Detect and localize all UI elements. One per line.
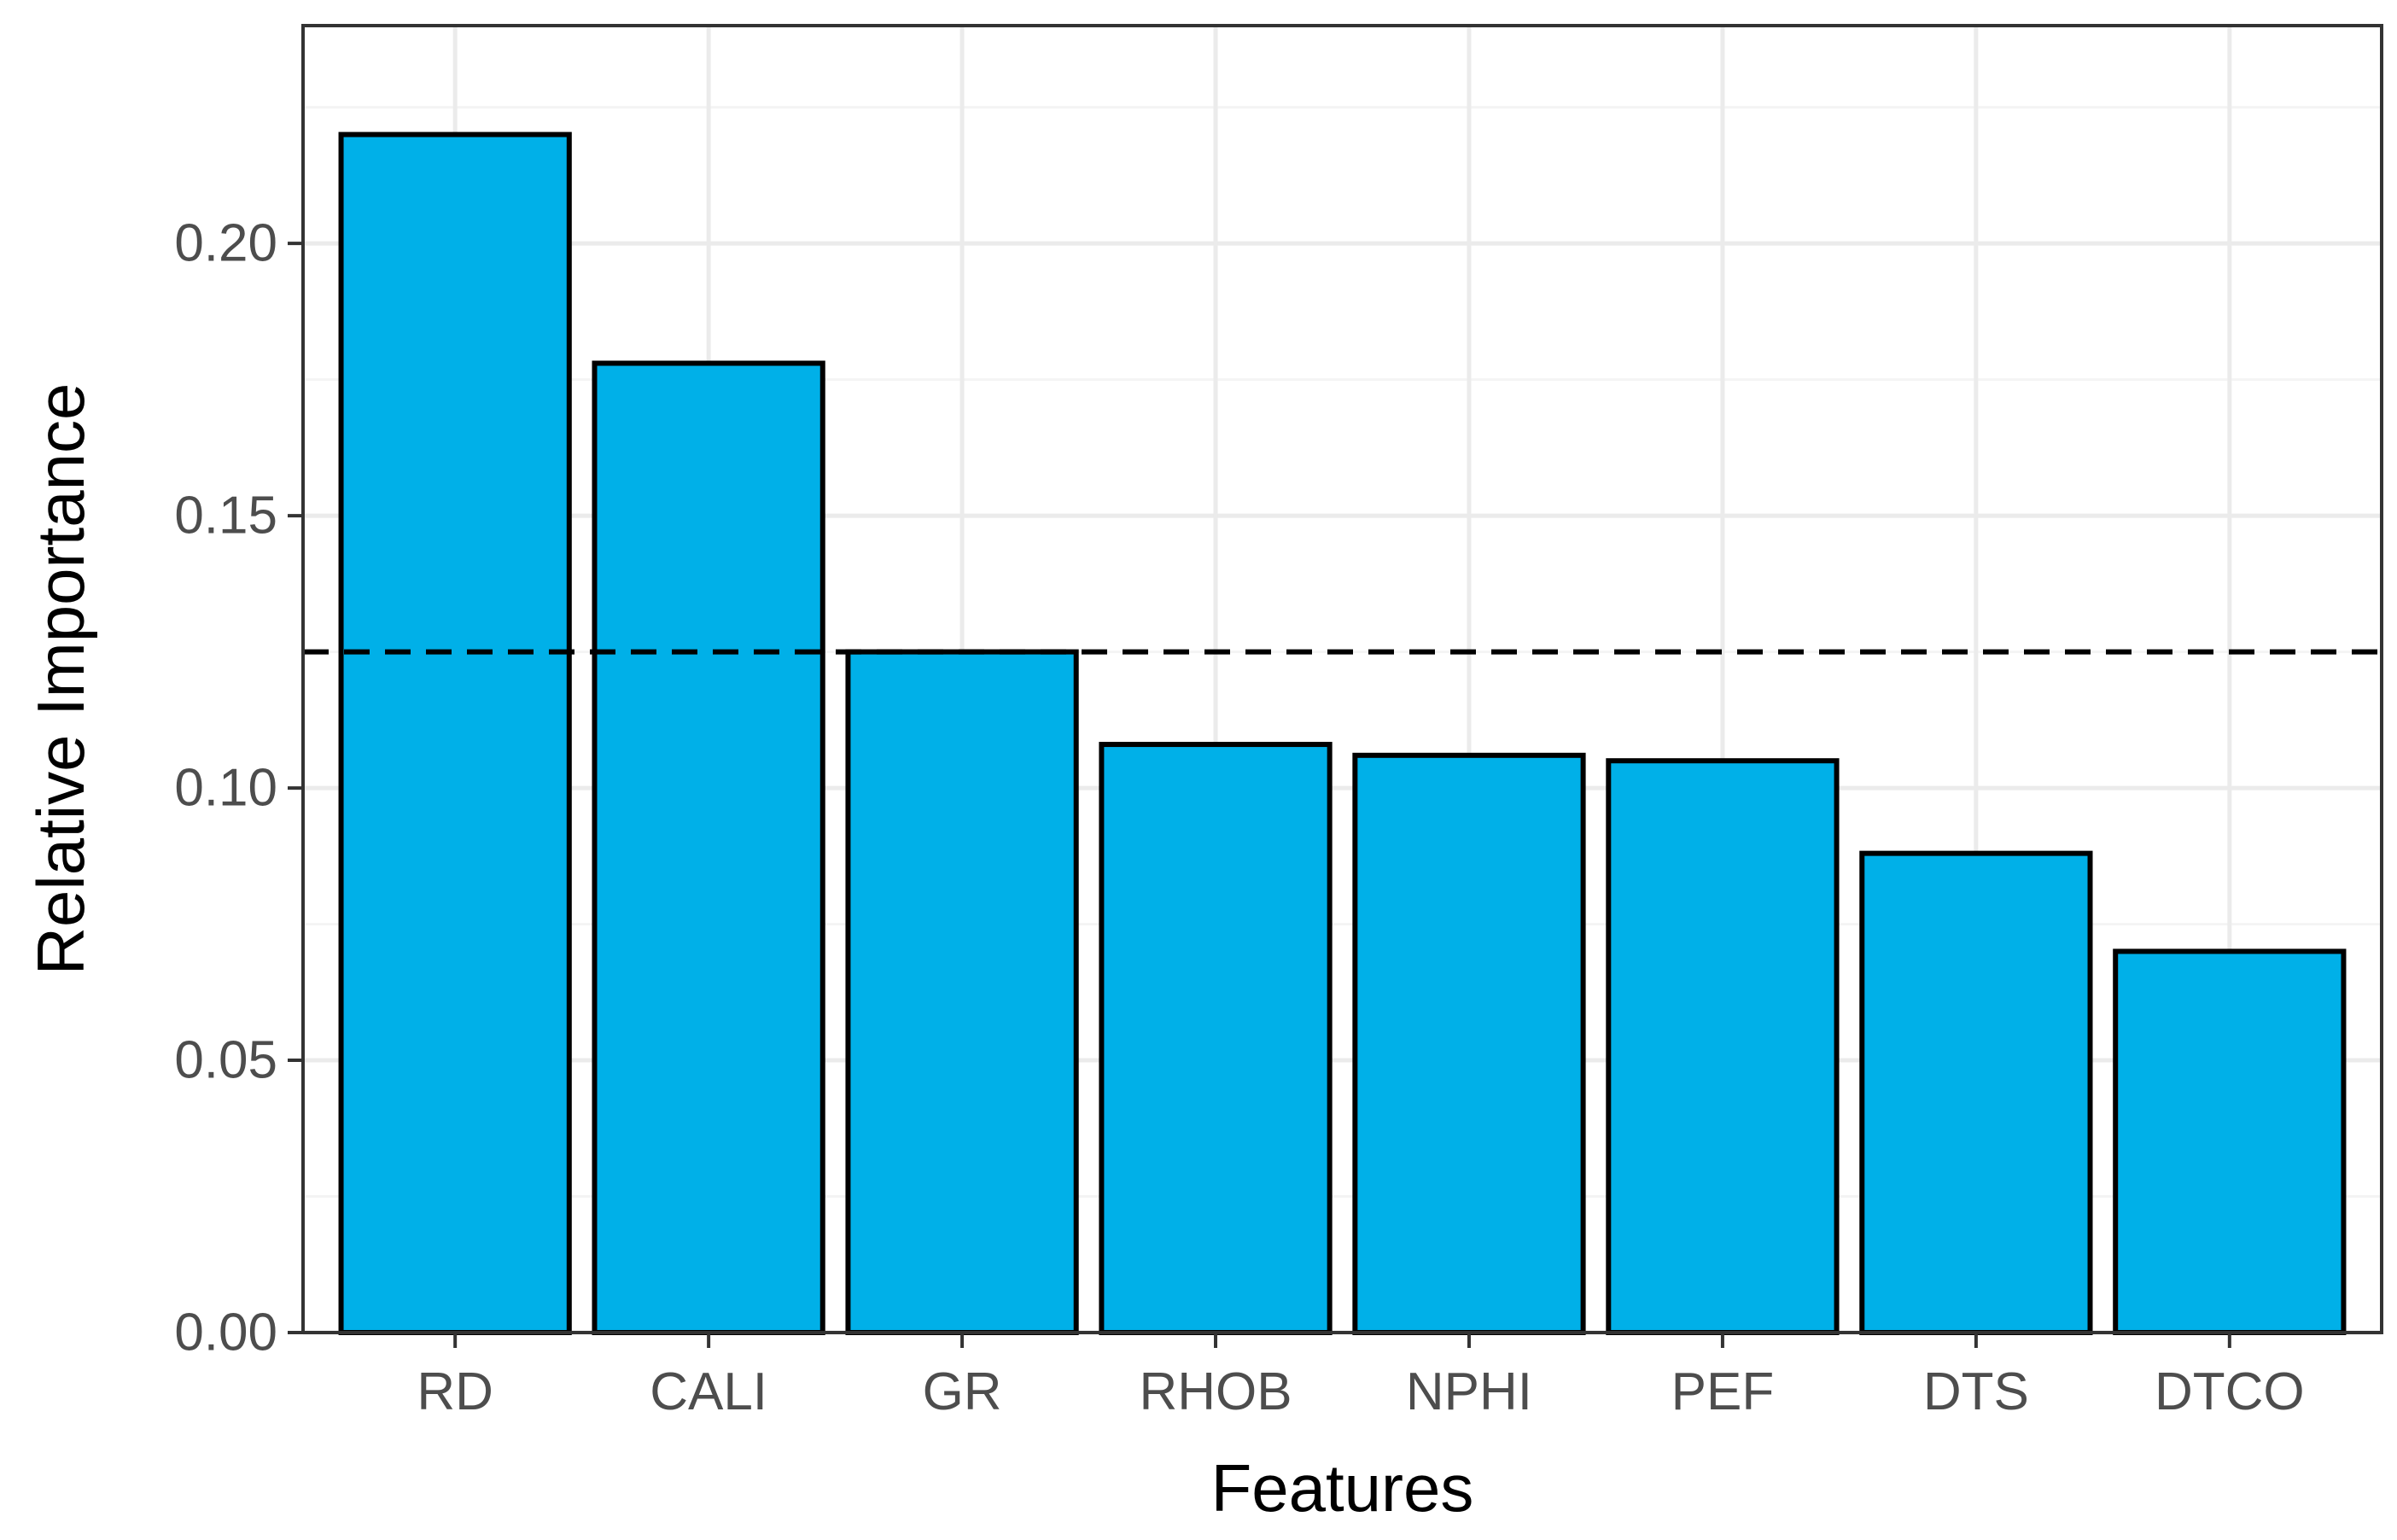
x-tick-label-nphi: NPHI [1406,1362,1532,1421]
bar-dtco [2113,948,2347,1336]
x-tick-label-rhob: RHOB [1139,1362,1292,1421]
x-axis-title: Features [1211,1450,1474,1525]
bar-cali [592,360,825,1336]
bar-pef [1606,758,1840,1335]
x-tick-label-cali: CALI [650,1362,767,1421]
x-axis: RD CALI GR RHOB NPHI PEF DTS DTCO [417,1333,2305,1421]
y-tick-label: 0.00 [174,1304,277,1362]
bar-rd [338,131,572,1335]
bar-dts [1859,850,2093,1335]
y-tick-label: 0.05 [174,1031,277,1090]
bar-rhob [1099,742,1333,1335]
x-tick-label-pef: PEF [1671,1362,1775,1421]
panel-border [301,24,2383,1334]
x-tick-label-rd: RD [417,1362,493,1421]
y-tick-label: 0.10 [174,759,277,818]
bars [338,131,2347,1336]
x-tick-label-gr: GR [923,1362,1002,1421]
y-axis-title: Relative Importance [23,383,98,976]
y-axis: 0.00 0.05 0.10 0.15 0.20 [174,214,303,1362]
y-tick-label: 0.20 [174,214,277,273]
bar-gr [845,649,1079,1335]
bar-nphi [1352,752,1586,1335]
x-tick-label-dtco: DTCO [2155,1362,2305,1421]
y-tick-label: 0.15 [174,487,277,545]
x-tick-label-dts: DTS [1923,1362,2029,1421]
